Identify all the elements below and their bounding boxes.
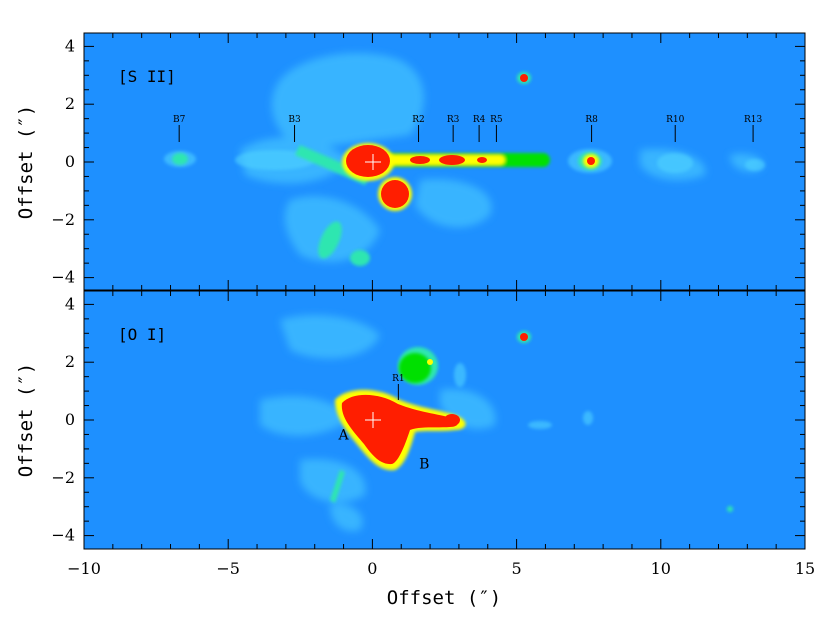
knot-label: R10 <box>666 115 685 125</box>
sii-source-cross <box>365 154 381 170</box>
oi-knot-markers: R1 <box>392 374 405 400</box>
y-tick-label: −2 <box>51 468 75 487</box>
panel-oi-label: [O I] <box>118 325 166 344</box>
y-tick-label: 2 <box>65 94 75 113</box>
panel-oi-emission-map <box>260 315 733 532</box>
knot-label: R13 <box>744 115 763 125</box>
x-tick-label: 10 <box>651 559 671 578</box>
panel-oi: [O I] R1 AB <box>83 290 806 550</box>
panel-sii: [S II] B7 B3 R2 R3 R4 R5 R8 R10 R13 <box>83 32 806 291</box>
y-tick-label: 2 <box>65 352 75 371</box>
x-tick-label: 5 <box>512 559 522 578</box>
panel-sii-emission-map <box>164 52 765 266</box>
knot-label: R3 <box>447 115 460 125</box>
x-axis-title: Offset (″) <box>387 587 501 609</box>
y-tick-label: −2 <box>51 210 75 229</box>
x-tick-label: 0 <box>367 559 377 578</box>
y-tick-label: −4 <box>51 526 75 545</box>
y-tick-label: 4 <box>65 294 75 313</box>
knot-label: R5 <box>490 115 503 125</box>
oi-source-cross <box>365 412 381 428</box>
y-tick-label: 0 <box>65 410 75 429</box>
source-label: A <box>337 427 349 443</box>
y-tick-label: 0 <box>65 152 75 171</box>
oi-source-labels: AB <box>337 427 429 472</box>
x-tick-label: −5 <box>216 559 240 578</box>
y-tick-labels-top: 4 2 0 −2 −4 <box>51 36 75 286</box>
panel-sii-ticks <box>83 33 806 290</box>
knot-label: R8 <box>585 115 598 125</box>
knot-label: R2 <box>412 115 425 125</box>
x-tick-label: 15 <box>795 559 815 578</box>
y-tick-labels-bottom: 4 2 0 −2 −4 <box>51 294 75 544</box>
knot-label: B3 <box>288 115 301 125</box>
knot-label: R4 <box>473 115 486 125</box>
panel-sii-label: [S II] <box>118 67 176 86</box>
y-axis-title-top: Offset (″) <box>15 105 37 219</box>
knot-label: B7 <box>173 115 186 125</box>
panel-oi-ticks <box>83 291 806 549</box>
source-label: B <box>419 456 429 472</box>
y-tick-label: −4 <box>51 268 75 287</box>
x-tick-label: −10 <box>67 559 101 578</box>
y-tick-label: 4 <box>65 36 75 55</box>
x-tick-labels: −10 −5 0 5 10 15 <box>67 559 815 578</box>
y-axis-title-bottom: Offset (″) <box>15 363 37 477</box>
knot-label: R1 <box>392 374 405 384</box>
sii-knot-markers: B7 B3 R2 R3 R4 R5 R8 R10 R13 <box>173 115 762 142</box>
